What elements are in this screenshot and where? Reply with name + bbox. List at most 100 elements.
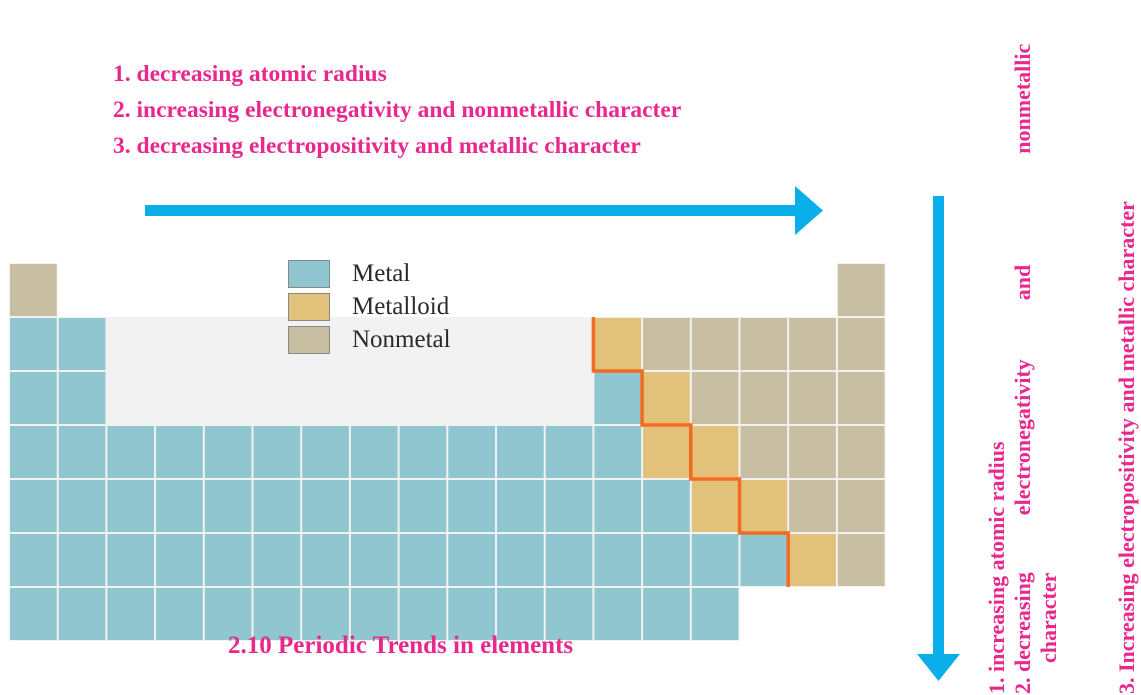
element-cell-nonmetal xyxy=(10,264,57,316)
element-cell-metal xyxy=(107,426,155,478)
vertical-trend-item-2: 2. decreasing electronegativity and nonm… xyxy=(1010,0,1036,694)
element-cell-metal xyxy=(58,480,106,532)
horizontal-trend-list: 1. decreasing atomic radius 2. increasin… xyxy=(113,56,681,164)
element-cell-metal xyxy=(594,426,642,478)
element-cell-metal xyxy=(545,426,593,478)
element-cell-nonmetal xyxy=(837,264,885,316)
element-cell-metal xyxy=(691,588,739,640)
legend: Metal Metalloid Nonmetal xyxy=(288,258,451,357)
element-cell-nonmetal xyxy=(789,318,836,370)
element-cell-nonmetal xyxy=(789,480,836,532)
element-cell-metal xyxy=(448,588,495,640)
element-cell-metal xyxy=(253,480,301,532)
element-cell-metal xyxy=(302,534,349,586)
element-cell-metal xyxy=(156,426,203,478)
element-cell-nonmetal xyxy=(837,534,885,586)
element-cell-nonmetal xyxy=(837,426,885,478)
element-cell-metalloid xyxy=(643,372,690,424)
element-cell-metal xyxy=(204,534,252,586)
element-cell-metal xyxy=(58,534,106,586)
element-cell-metal xyxy=(691,534,739,586)
legend-label: Metalloid xyxy=(352,293,450,320)
vertical-trend-item-3: 3. Increasing electropositivity and meta… xyxy=(1114,201,1139,694)
legend-swatch-metal xyxy=(288,260,330,288)
metalloid-boundary-line xyxy=(591,317,790,587)
element-cell-metal xyxy=(545,480,593,532)
vertical-trend-item-2-part: electronegativity xyxy=(1010,359,1035,516)
element-cell-nonmetal xyxy=(837,318,885,370)
element-cell-metal xyxy=(594,480,642,532)
element-cell-metal xyxy=(58,372,106,424)
legend-item-nonmetal: Nonmetal xyxy=(288,324,451,356)
element-cell-metal xyxy=(10,426,57,478)
element-cell-nonmetal xyxy=(740,372,788,424)
horizontal-trend-item: 3. decreasing electropositivity and meta… xyxy=(113,133,641,159)
element-cell-metal xyxy=(107,588,155,640)
element-cell-metal xyxy=(156,480,203,532)
horizontal-trend-item: 1. decreasing atomic radius xyxy=(113,61,387,87)
element-cell-metal xyxy=(448,426,495,478)
element-cell-metal xyxy=(643,480,690,532)
element-cell-nonmetal xyxy=(789,372,836,424)
element-cell-metalloid xyxy=(789,534,836,586)
element-cell-metal xyxy=(253,426,301,478)
element-cell-metal xyxy=(350,534,398,586)
element-cell-metal xyxy=(350,426,398,478)
legend-swatch-nonmetal xyxy=(288,326,330,354)
element-cell-nonmetal xyxy=(740,318,788,370)
vertical-trend-item-1: 1. increasing atomic radius xyxy=(984,441,1009,694)
element-cell-metal xyxy=(594,372,642,424)
element-cell-metal xyxy=(594,534,642,586)
element-cell-metalloid xyxy=(740,480,788,532)
element-cell-metal xyxy=(399,534,447,586)
element-cell-nonmetal xyxy=(691,318,739,370)
element-cell-metal xyxy=(10,588,57,640)
element-cell-metal xyxy=(204,426,252,478)
element-cell-metal xyxy=(497,480,544,532)
element-cell-metal xyxy=(350,480,398,532)
element-cell-metal xyxy=(253,534,301,586)
element-cell-metal xyxy=(107,534,155,586)
legend-label: Metal xyxy=(352,260,411,287)
vertical-trend-item-2-part: 2. decreasing xyxy=(1010,572,1035,694)
periodic-table-cells xyxy=(10,264,885,640)
element-cell-metal xyxy=(302,426,349,478)
element-cell-metal xyxy=(399,426,447,478)
element-cell-metal xyxy=(545,588,593,640)
legend-label: Nonmetal xyxy=(352,326,451,353)
element-cell-metal xyxy=(643,534,690,586)
vertical-arrow-icon xyxy=(917,196,960,681)
element-cell-metal xyxy=(204,588,252,640)
element-cell-metal xyxy=(545,534,593,586)
element-cell-metal xyxy=(58,588,106,640)
element-cell-metalloid xyxy=(594,318,642,370)
vertical-trend-item-2-continued: character xyxy=(1036,572,1061,663)
element-cell-metal xyxy=(740,534,788,586)
element-cell-metal xyxy=(594,588,642,640)
vertical-trend-item-2-part: nonmetallic xyxy=(1010,43,1035,154)
element-cell-metal xyxy=(10,318,57,370)
element-cell-metal xyxy=(156,534,203,586)
element-cell-metal xyxy=(643,588,690,640)
element-cell-metal xyxy=(497,588,544,640)
element-cell-nonmetal xyxy=(691,372,739,424)
element-cell-metal xyxy=(350,588,398,640)
element-cell-metal xyxy=(399,588,447,640)
legend-swatch-metalloid xyxy=(288,293,330,321)
legend-item-metal: Metal xyxy=(288,258,451,290)
element-cell-metal xyxy=(399,480,447,532)
element-cell-metal xyxy=(302,588,349,640)
element-cell-metal xyxy=(253,588,301,640)
element-cell-metal xyxy=(58,426,106,478)
element-cell-metal xyxy=(204,480,252,532)
element-cell-metal xyxy=(10,480,57,532)
element-cell-metal xyxy=(497,426,544,478)
figure-caption: 2.10 Periodic Trends in elements xyxy=(228,632,574,659)
element-cell-metal xyxy=(107,480,155,532)
element-cell-metal xyxy=(58,318,106,370)
element-cell-metal xyxy=(497,534,544,586)
element-cell-nonmetal xyxy=(837,372,885,424)
element-cell-metalloid xyxy=(643,426,690,478)
element-cell-nonmetal xyxy=(740,426,788,478)
legend-item-metalloid: Metalloid xyxy=(288,291,451,323)
